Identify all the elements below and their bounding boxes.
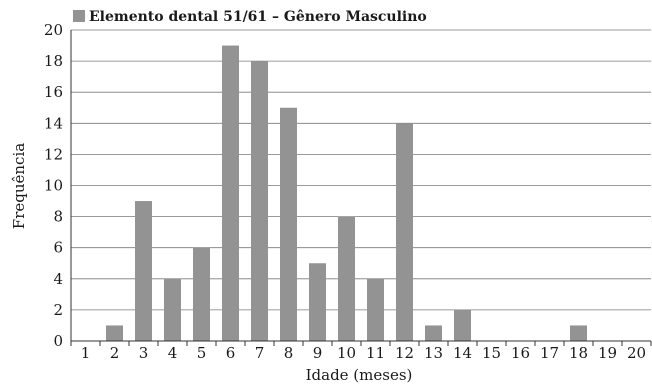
x-tick-label: 20 (627, 344, 646, 362)
legend-swatch (73, 10, 85, 22)
x-tick-label: 2 (110, 344, 120, 362)
y-axis-title: Frequência (10, 143, 28, 229)
x-tick-label: 10 (337, 344, 356, 362)
x-tick-label: 3 (139, 344, 149, 362)
x-axis-title: Idade (meses) (306, 366, 413, 383)
x-tick-label: 9 (313, 344, 323, 362)
gridlines (71, 29, 651, 311)
y-tick-label: 2 (53, 301, 63, 319)
x-tick-label: 16 (511, 344, 530, 362)
axes (70, 30, 652, 346)
bar (164, 278, 181, 341)
y-tick-label: 12 (44, 145, 63, 163)
x-tick-label: 11 (366, 344, 385, 362)
y-tick-label: 0 (53, 332, 63, 350)
bar (425, 325, 442, 341)
x-tick-label: 17 (540, 344, 559, 362)
legend-label: Elemento dental 51/61 – Gênero Masculino (89, 9, 427, 25)
y-tick-label: 10 (44, 177, 63, 195)
bar (222, 45, 239, 342)
y-tick-label: 4 (53, 270, 63, 288)
bars (106, 45, 587, 342)
x-tick-label: 14 (453, 344, 472, 362)
bar (135, 201, 152, 341)
x-tick-label: 1 (81, 344, 91, 362)
y-tick-labels: 0 2 4 6 8 10 12 14 16 18 20 (44, 21, 63, 350)
bar (280, 107, 297, 341)
x-tick-label: 12 (395, 344, 414, 362)
y-tick-label: 20 (44, 21, 63, 39)
bar (454, 309, 471, 341)
bar (367, 278, 384, 341)
bar (106, 325, 123, 341)
x-tick-label: 19 (598, 344, 617, 362)
x-tick-label: 15 (482, 344, 501, 362)
x-tick-label: 7 (255, 344, 265, 362)
x-tick-labels: 1 2 3 4 5 6 7 8 9 10 11 12 13 14 15 16 17 18 19 20 (81, 344, 646, 362)
x-tick-label: 5 (197, 344, 207, 362)
y-tick-label: 18 (44, 52, 63, 70)
bar (338, 216, 355, 341)
x-tick-label: 18 (569, 344, 588, 362)
y-tick-label: 8 (53, 208, 63, 226)
y-tick-label: 14 (44, 114, 63, 132)
x-tick-label: 4 (168, 344, 178, 362)
bar (396, 123, 413, 341)
bar (309, 263, 326, 341)
x-tick-label: 13 (424, 344, 443, 362)
x-tick-label: 8 (284, 344, 294, 362)
bar (251, 61, 268, 341)
legend: Elemento dental 51/61 – Gênero Masculino (73, 9, 427, 25)
x-tick-label: 6 (226, 344, 236, 362)
bar (193, 247, 210, 341)
y-tick-label: 16 (44, 83, 63, 101)
bar (570, 325, 587, 341)
y-tick-label: 6 (53, 239, 63, 257)
